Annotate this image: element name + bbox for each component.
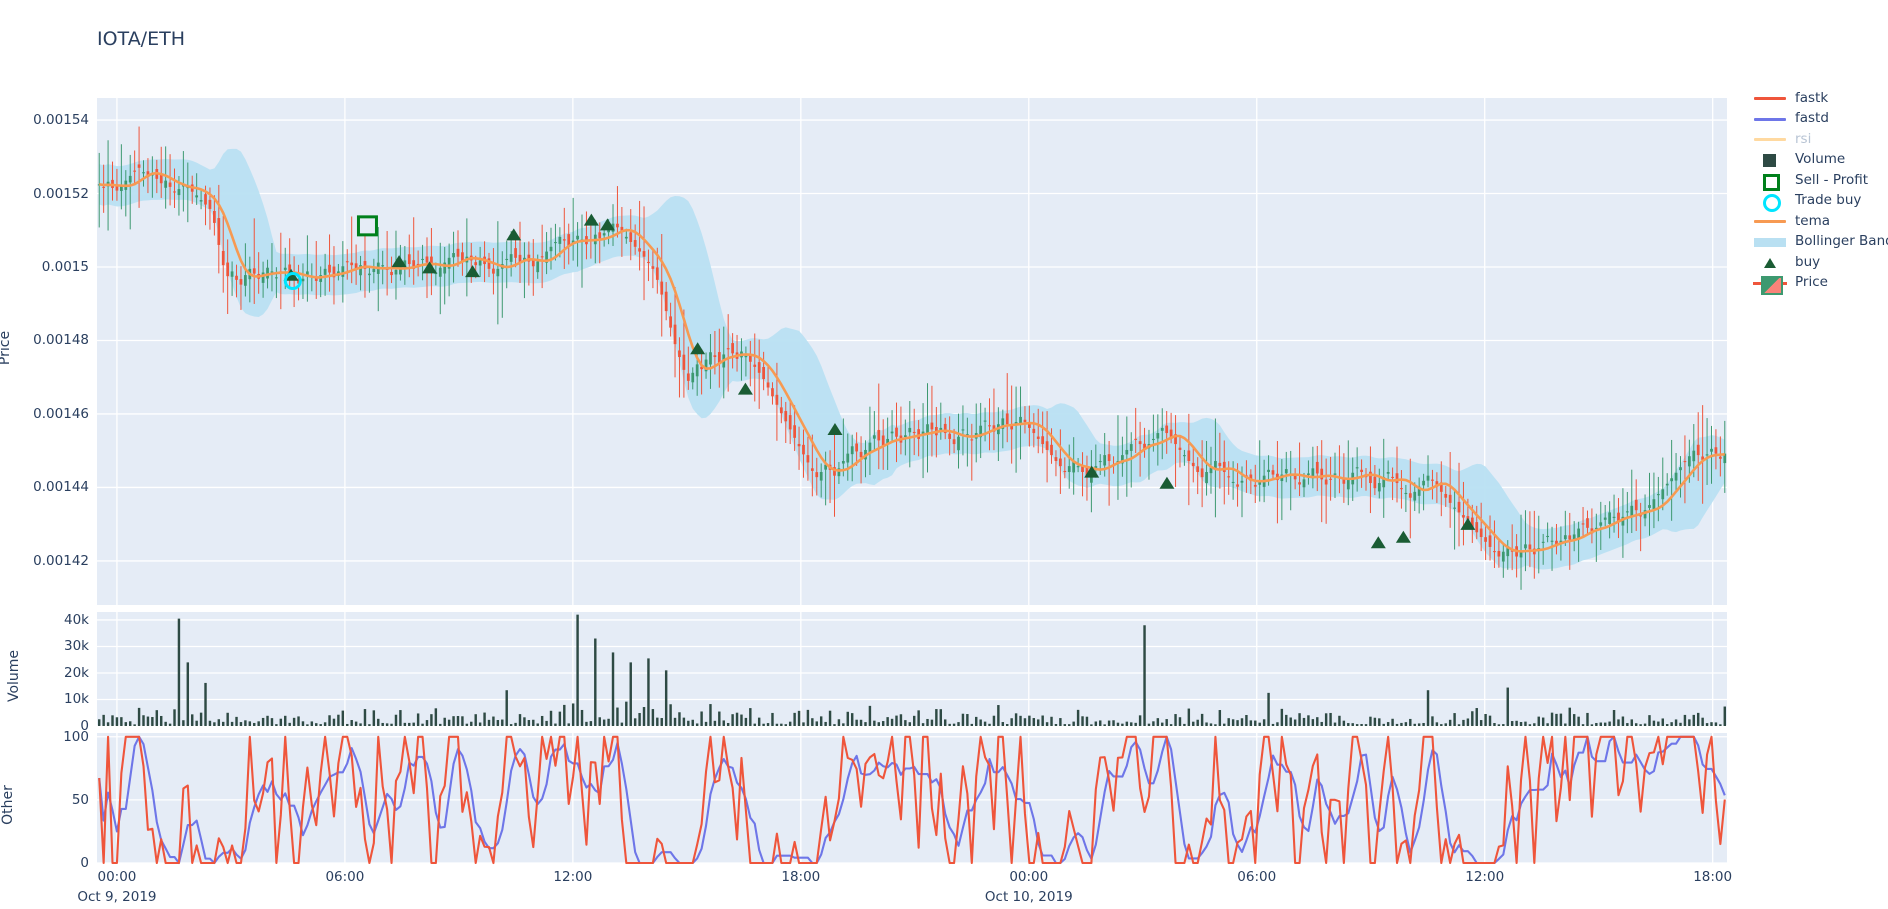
- line-swatch-icon: [1753, 211, 1787, 231]
- y-axis-tick-price: 0.00154: [33, 112, 89, 129]
- legend-item-fastd[interactable]: fastd: [1753, 109, 1888, 130]
- legend-item-label: Trade buy: [1795, 192, 1862, 208]
- y-axis-tick-volume: 40k: [64, 611, 89, 628]
- x-axis-date-label: Oct 10, 2019: [984, 889, 1073, 905]
- line-swatch-icon: [1753, 88, 1787, 108]
- legend-item-label: rsi: [1795, 130, 1812, 147]
- buy-marker[interactable]: [1159, 476, 1175, 489]
- legend-item-label: Price: [1795, 274, 1828, 290]
- fastk-line: [98, 735, 1726, 865]
- legend-item-volume[interactable]: Volume: [1753, 150, 1888, 171]
- legend-item-buy[interactable]: buy: [1753, 252, 1888, 273]
- candlestick-series[interactable]: [97, 126, 1727, 590]
- open-circle-icon: [1753, 191, 1787, 212]
- legend-item-label: Volume: [1795, 151, 1846, 167]
- y-axis-tick-other: 50: [71, 791, 89, 808]
- y-axis-tick-volume: 20k: [64, 664, 89, 681]
- x-axis-tick: 18:00: [781, 869, 821, 885]
- buy-marker[interactable]: [506, 228, 522, 241]
- legend-item-label: Sell - Profit: [1795, 171, 1869, 188]
- buy-marker[interactable]: [422, 261, 438, 274]
- y-axis-tick-other: 0: [80, 855, 89, 871]
- buy-marker[interactable]: [391, 255, 407, 268]
- buy-marker[interactable]: [465, 265, 481, 278]
- filled-square-icon: [1753, 150, 1787, 170]
- volume-plot-area[interactable]: [97, 612, 1727, 726]
- y-axis-tick-price: 0.00146: [33, 405, 89, 422]
- trade-buy-marker[interactable]: [283, 271, 302, 290]
- up-triangle-icon: [1753, 252, 1787, 272]
- y-axis-tick-volume: 0: [80, 718, 89, 734]
- y-axis-tick-price: 0.00144: [33, 479, 89, 496]
- x-axis-tick: 12:00: [553, 869, 593, 885]
- buy-marker[interactable]: [1370, 536, 1386, 549]
- x-axis-date-label: Oct 9, 2019: [77, 889, 157, 905]
- x-axis-tick: 06:00: [1237, 869, 1277, 885]
- y-axis-tick-volume: 30k: [64, 638, 89, 655]
- buy-marker[interactable]: [737, 382, 753, 395]
- y-axis-tick-other: 100: [63, 728, 89, 745]
- x-axis-tick: 12:00: [1465, 869, 1505, 885]
- legend-item-label: fastk: [1795, 89, 1829, 106]
- legend-item-sell-profit[interactable]: Sell - Profit: [1753, 170, 1888, 192]
- price-plot-area[interactable]: [97, 98, 1727, 605]
- candlestick-icon: [1753, 273, 1787, 295]
- band-swatch-icon: [1753, 232, 1787, 252]
- y-axis-tick-price: 0.00148: [33, 332, 89, 349]
- x-axis-tick: 18:00: [1693, 869, 1733, 885]
- page-title: IOTA/ETH: [97, 28, 185, 50]
- legend-item-label: fastd: [1795, 110, 1829, 126]
- legend[interactable]: fastk fastd rsi Volume Sell - Profit Trade bu…: [1753, 88, 1888, 295]
- x-axis-tick: 00:00: [1009, 869, 1049, 885]
- legend-item-rsi[interactable]: rsi: [1753, 129, 1888, 150]
- legend-item-fastk[interactable]: fastk: [1753, 88, 1888, 109]
- legend-item-tema[interactable]: tema: [1753, 211, 1888, 232]
- buy-marker[interactable]: [599, 218, 615, 231]
- tema-line: [99, 171, 1725, 553]
- y-axis-tick-volume: 10k: [64, 691, 89, 708]
- legend-item-bollinger-band[interactable]: Bollinger Band: [1753, 232, 1888, 253]
- buy-marker[interactable]: [1395, 530, 1411, 543]
- legend-item-label: buy: [1795, 253, 1821, 270]
- x-axis-tick: 00:00: [97, 869, 137, 885]
- line-swatch-icon: [1753, 109, 1787, 129]
- line-swatch-icon: [1753, 129, 1787, 149]
- sell-profit-marker[interactable]: [356, 215, 378, 237]
- legend-item-trade-buy[interactable]: Trade buy: [1753, 191, 1888, 212]
- open-square-icon: [1753, 170, 1787, 192]
- y-axis-tick-price: 0.00152: [33, 185, 89, 202]
- y-axis-tick-price: 0.00142: [33, 552, 89, 569]
- legend-item-price[interactable]: Price: [1753, 273, 1888, 295]
- buy-marker[interactable]: [1084, 465, 1100, 478]
- legend-item-label: Bollinger Band: [1795, 233, 1888, 249]
- legend-item-label: tema: [1795, 212, 1831, 229]
- x-axis-tick: 06:00: [325, 869, 365, 885]
- volume-bar-series[interactable]: [97, 614, 1727, 726]
- buy-marker[interactable]: [690, 342, 706, 355]
- buy-marker[interactable]: [1460, 517, 1476, 530]
- buy-marker[interactable]: [583, 213, 599, 226]
- buy-marker[interactable]: [827, 423, 843, 436]
- y-axis-tick-price: 0.0015: [41, 259, 89, 275]
